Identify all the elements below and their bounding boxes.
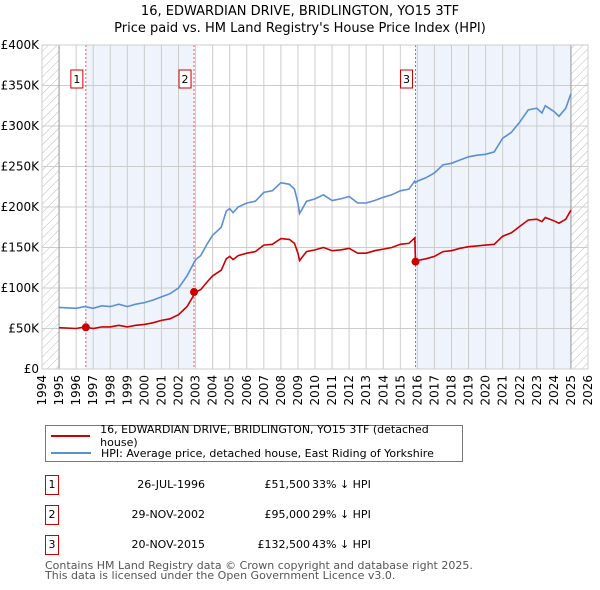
x-tick-label: 2008 <box>274 375 288 406</box>
x-tick-label: 2006 <box>240 375 254 406</box>
sale-row-1: 1 26-JUL-1996 £51,500 33% ↓ HPI <box>45 475 465 495</box>
sale-price: £95,000 <box>264 508 311 521</box>
sale-date: 20-NOV-2015 <box>131 538 205 551</box>
x-tick-label: 1995 <box>52 375 66 406</box>
y-tick-label: £0 <box>24 362 39 376</box>
y-tick-label: £300K <box>1 119 41 133</box>
sale-point <box>81 323 90 332</box>
sale-point <box>190 288 199 297</box>
x-tick-label: 2026 <box>581 375 595 406</box>
x-tick-label: 2018 <box>445 375 459 406</box>
x-tick-label: 2019 <box>462 375 476 406</box>
chart-title: 16, EDWARDIAN DRIVE, BRIDLINGTON, YO15 3… <box>140 4 460 19</box>
sale-marker-label: 2 <box>45 505 59 525</box>
x-tick-label: 2009 <box>291 375 305 406</box>
sale-marker-number: 3 <box>403 73 410 86</box>
x-tick-label: 2005 <box>223 375 237 406</box>
sale-point <box>411 257 420 266</box>
x-tick-label: 2002 <box>172 375 186 406</box>
y-tick-label: £250K <box>1 160 41 174</box>
hpi-line <box>59 93 572 310</box>
legend: 16, EDWARDIAN DRIVE, BRIDLINGTON, YO15 3… <box>45 423 463 462</box>
legend-label-hpi: HPI: Average price, detached house, East… <box>101 446 434 460</box>
x-tick-label: 2022 <box>513 375 527 406</box>
legend-swatch-hpi <box>51 452 91 454</box>
x-tick-label: 2016 <box>410 375 424 406</box>
x-tick-label: 2001 <box>154 375 168 406</box>
sale-row-3: 3 20-NOV-2015 £132,500 43% ↓ HPI <box>45 535 465 555</box>
plot-area: 1994 1995 1996 1997 1998 1999 2000 2001 2002 2003… <box>1 38 595 406</box>
sale-hpi-diff: 29% ↓ HPI <box>312 508 371 521</box>
sale-marker-box <box>70 69 84 89</box>
x-tick-label: 2012 <box>342 375 356 406</box>
legend-label-price: 16, EDWARDIAN DRIVE, BRIDLINGTON, YO15 3… <box>100 423 429 449</box>
x-tick-label: 1996 <box>69 375 83 406</box>
x-tick-label: 2004 <box>206 375 220 406</box>
x-tick-label: 1999 <box>120 375 134 406</box>
x-tick-label: 1994 <box>35 375 49 406</box>
sale-hpi-diff: 43% ↓ HPI <box>312 538 371 551</box>
x-tick-label: 2020 <box>479 375 493 406</box>
chart-subtitle: Price paid vs. HM Land Registry's House … <box>114 21 486 36</box>
price-paid-line <box>59 209 572 330</box>
sale-marker-label: 1 <box>45 475 59 495</box>
x-tick-label: 2011 <box>325 375 339 406</box>
y-tick-label: £50K <box>8 322 40 336</box>
sale-price: £132,500 <box>257 538 311 551</box>
sale-date: 29-NOV-2002 <box>131 508 205 521</box>
sale-date: 26-JUL-1996 <box>137 478 205 491</box>
x-tick-label: 2021 <box>496 375 510 406</box>
sale-marker-label: 3 <box>45 535 59 555</box>
y-tick-label: £400K <box>1 38 41 52</box>
x-tick-label: 2024 <box>547 375 561 406</box>
x-tick-label: 1998 <box>103 375 117 406</box>
x-tick-label: 2013 <box>359 375 373 406</box>
x-tick-label: 2017 <box>427 375 441 406</box>
legend-swatch-price <box>51 435 91 437</box>
sale-marker-number: 1 <box>73 73 80 86</box>
x-tick-label: 2025 <box>564 375 578 406</box>
sale-marker-box <box>399 69 413 89</box>
y-tick-label: £150K <box>1 241 41 255</box>
sale-marker-number: 2 <box>182 73 189 86</box>
plot-frame <box>41 44 589 370</box>
y-tick-label: £200K <box>1 200 41 214</box>
x-tick-label: 2007 <box>257 375 271 406</box>
x-tick-label: 2023 <box>530 375 544 406</box>
y-tick-label: £100K <box>1 281 41 295</box>
x-tick-label: 2014 <box>376 375 390 406</box>
footer-copyright: Contains HM Land Registry data © Crown c… <box>45 559 473 572</box>
footer-licence: This data is licensed under the Open Gov… <box>45 569 396 582</box>
y-tick-label: £350K <box>1 79 41 93</box>
sale-hpi-diff: 33% ↓ HPI <box>312 478 371 491</box>
x-tick-label: 2015 <box>393 375 407 406</box>
sale-price: £51,500 <box>264 478 311 491</box>
x-tick-label: 2000 <box>137 375 151 406</box>
x-tick-label: 2010 <box>308 375 322 406</box>
sale-marker-box <box>178 69 192 89</box>
x-tick-label: 1997 <box>86 375 100 406</box>
x-tick-label: 2003 <box>189 375 203 406</box>
sale-row-2: 2 29-NOV-2002 £95,000 29% ↓ HPI <box>45 505 465 525</box>
